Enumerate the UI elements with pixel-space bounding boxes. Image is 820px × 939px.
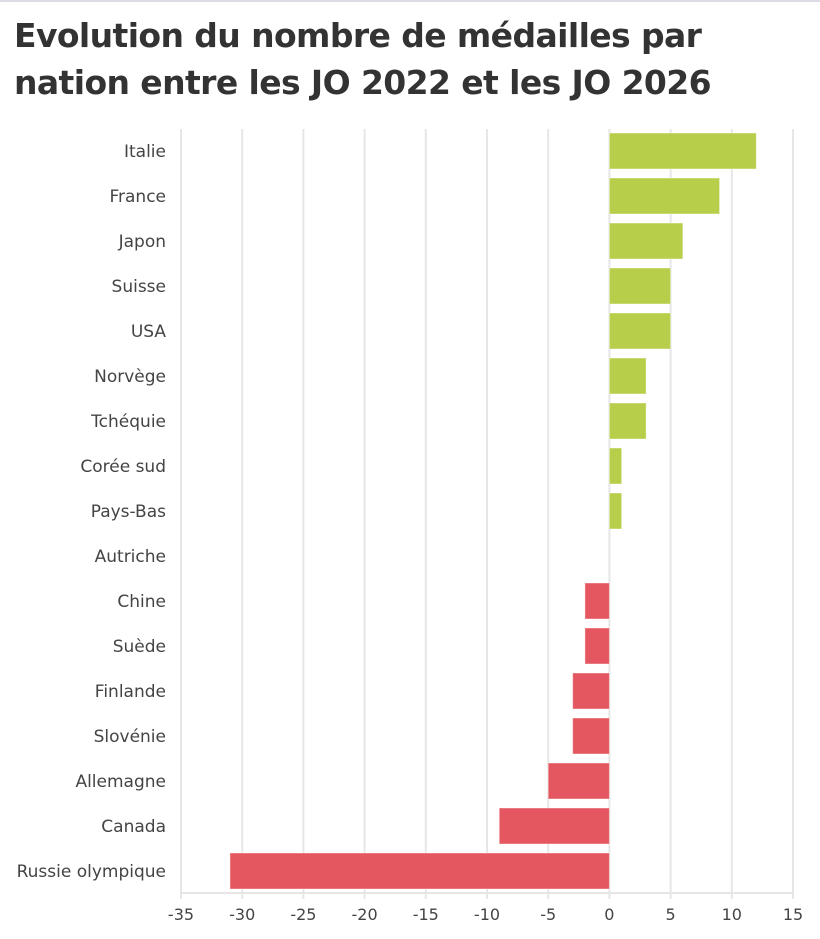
x-tick-label: 0 (604, 905, 614, 924)
top-border (0, 0, 820, 2)
bar-canada (498, 807, 610, 845)
bar-usa (608, 312, 672, 350)
chart-title: Evolution du nombre de médailles par nat… (14, 16, 712, 102)
bar-tchéquie (608, 402, 647, 440)
category-label: Finlande (95, 682, 166, 702)
category-label: Italie (124, 142, 166, 162)
category-label: Norvège (94, 367, 166, 387)
bar-slovénie (572, 717, 610, 755)
x-tick-label: -5 (540, 905, 556, 924)
category-labels: Italie France Japon Suisse USA Norvège Tchéqui… (17, 142, 167, 882)
x-tick-label: 15 (783, 905, 803, 924)
bar-chine (584, 582, 610, 620)
bar-japon (608, 222, 684, 260)
x-tick-label: -15 (413, 905, 439, 924)
bar-norvège (608, 357, 647, 395)
category-label: Corée sud (80, 457, 166, 477)
bar-suisse (608, 267, 672, 305)
x-tick-label: -20 (352, 905, 378, 924)
bar-russie-olympique (229, 852, 610, 890)
x-tick-label: -30 (229, 905, 255, 924)
x-tick-label: -25 (290, 905, 316, 924)
bars (229, 132, 757, 890)
category-label: Canada (101, 817, 166, 837)
category-label: USA (131, 322, 167, 342)
category-label: Suisse (112, 277, 166, 297)
category-label: Pays-Bas (91, 502, 166, 522)
category-label: Autriche (95, 547, 166, 567)
bar-suède (584, 627, 610, 665)
bar-france (608, 177, 721, 215)
bar-allemagne (547, 762, 610, 800)
gridlines (180, 129, 794, 899)
category-label: France (109, 187, 166, 207)
category-label: Allemagne (75, 772, 166, 792)
x-tick-label: 5 (666, 905, 676, 924)
bar-corée-sud (608, 447, 623, 485)
bar-finlande (572, 672, 610, 710)
x-axis: -35 -30 -25 -20 -15 -10 -5 0 5 10 15 (168, 892, 803, 924)
category-label: Suède (113, 637, 166, 657)
x-tick-label: 10 (722, 905, 742, 924)
x-tick-label: -35 (168, 905, 194, 924)
bar-pays-bas (608, 492, 623, 530)
category-label: Chine (117, 592, 166, 612)
category-label: Slovénie (94, 727, 166, 747)
category-label: Tchéquie (90, 412, 166, 432)
category-label: Russie olympique (17, 862, 166, 882)
category-label: Japon (118, 232, 166, 252)
x-tick-label: -10 (474, 905, 500, 924)
bar-italie (608, 132, 757, 170)
